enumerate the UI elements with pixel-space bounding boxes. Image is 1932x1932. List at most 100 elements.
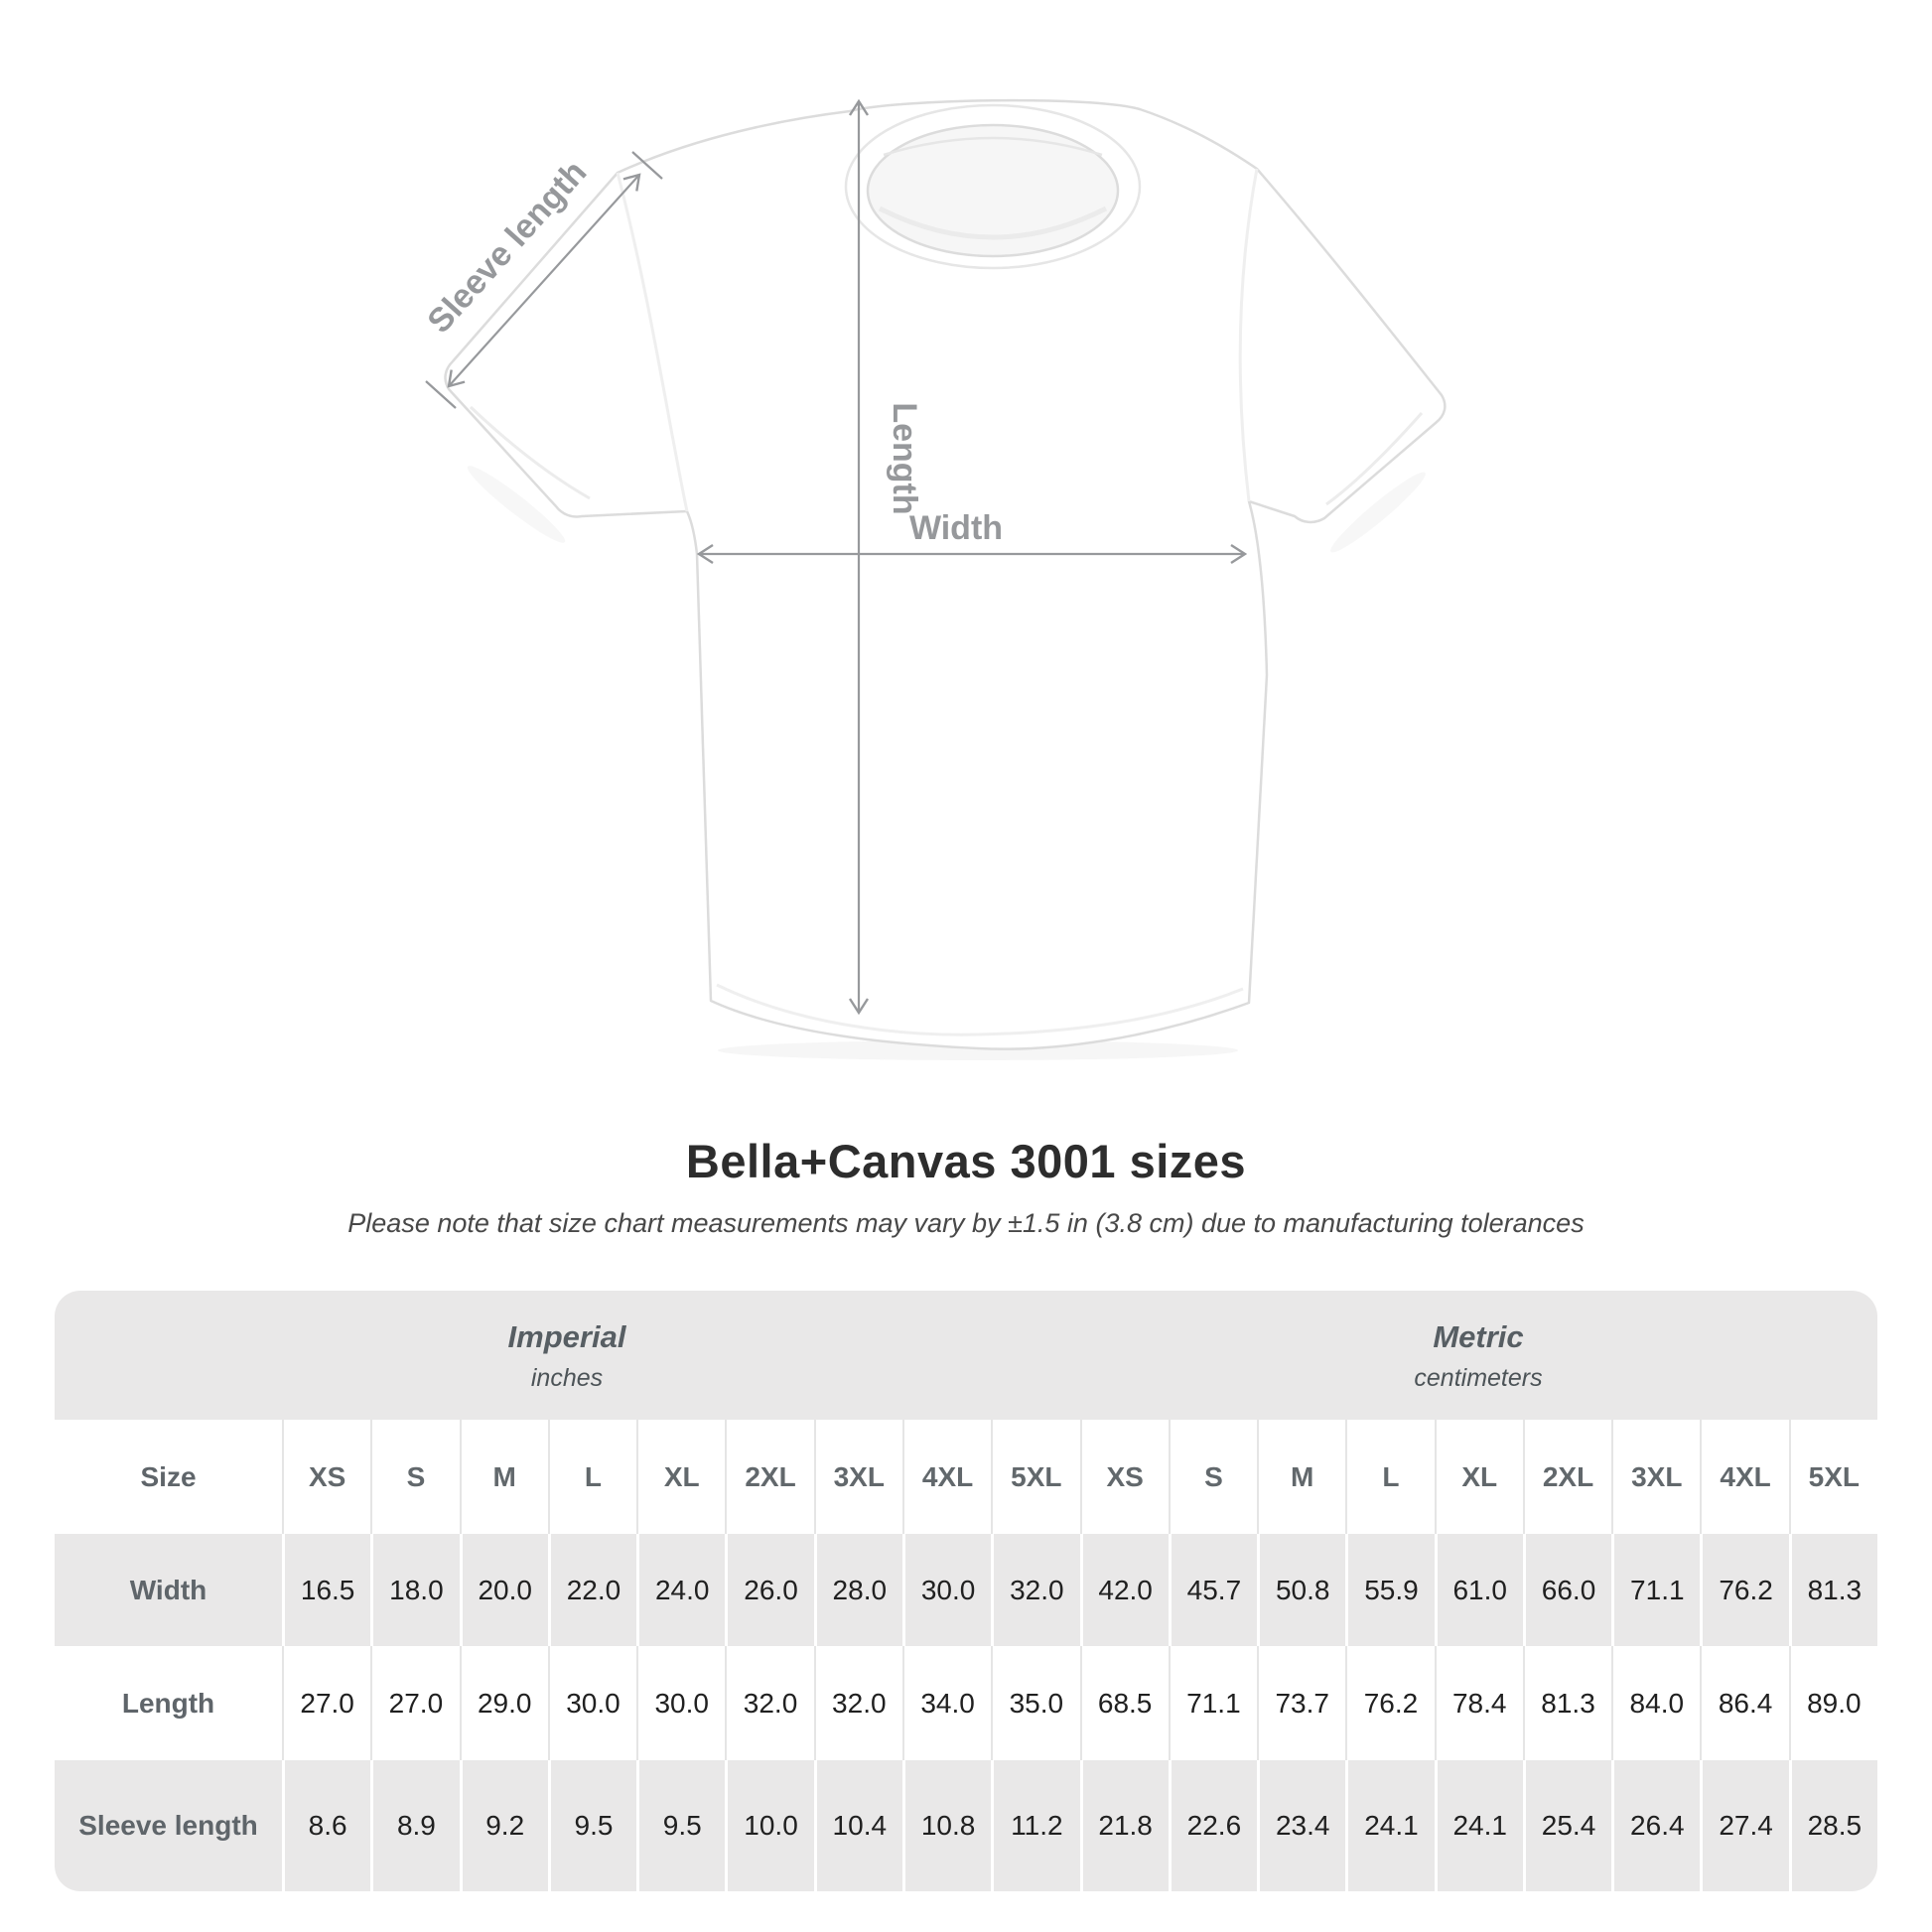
size-header-cell-metric: XS [1079, 1420, 1169, 1534]
value-cell-metric: 76.2 [1700, 1534, 1789, 1646]
metric-header-label: Metric [1433, 1319, 1524, 1354]
right-sleeve-seam [1238, 168, 1259, 502]
page-subtitle: Please note that size chart measurements… [347, 1208, 1585, 1238]
value-cell-imperial: 26.0 [725, 1534, 814, 1646]
value-cell-metric: 55.9 [1345, 1534, 1435, 1646]
sleeve-length-row: Sleeve length 8.6 8.9 9.2 9.5 9.5 10.0 10.4 10.8… [55, 1760, 1877, 1891]
sleeve-dimension-line [447, 173, 641, 388]
value-cell-imperial: 18.0 [370, 1534, 460, 1646]
value-cell-imperial: 10.8 [901, 1760, 992, 1891]
size-table: Imperial inches Metric centimeters Size X… [55, 1291, 1877, 1891]
size-header-cell-metric: S [1168, 1420, 1257, 1534]
size-header-cell-metric: L [1345, 1420, 1434, 1534]
value-cell-imperial: 34.0 [901, 1646, 991, 1760]
value-cell-metric: 66.0 [1522, 1534, 1612, 1646]
value-cell-imperial: 24.0 [636, 1534, 726, 1646]
value-cell-metric: 61.0 [1434, 1534, 1523, 1646]
value-cell-metric: 22.6 [1168, 1760, 1258, 1891]
value-cell-imperial: 10.0 [725, 1760, 814, 1891]
value-cell-metric: 42.0 [1079, 1534, 1169, 1646]
size-column-header: Size [140, 1460, 197, 1492]
sleeve-dimension-tick-bottom [425, 380, 457, 409]
value-cell-imperial: 27.0 [282, 1646, 370, 1760]
value-cell-metric: 71.1 [1168, 1646, 1257, 1760]
size-header-cell-imperial: S [370, 1420, 459, 1534]
value-cell-imperial: 32.0 [991, 1534, 1080, 1646]
value-cell-imperial: 11.2 [991, 1760, 1080, 1891]
value-cell-metric: 23.4 [1257, 1760, 1346, 1891]
collar-inner-shadow [878, 206, 1108, 240]
length-row: Length 27.0 27.0 29.0 30.0 30.0 32.0 32.0 34.0 35… [55, 1646, 1877, 1760]
value-cell-imperial: 9.5 [636, 1760, 726, 1891]
value-cell-imperial: 28.0 [813, 1534, 902, 1646]
size-header-cell-imperial: 3XL [813, 1420, 902, 1534]
value-cell-imperial: 10.4 [813, 1760, 902, 1891]
value-cell-metric: 50.8 [1257, 1534, 1346, 1646]
value-cell-imperial: 8.6 [282, 1760, 371, 1891]
value-cell-metric: 26.4 [1611, 1760, 1701, 1891]
value-cell-metric: 71.1 [1611, 1534, 1701, 1646]
hem-stitch [716, 983, 1244, 1036]
value-cell-metric: 45.7 [1168, 1534, 1258, 1646]
value-cell-imperial: 8.9 [370, 1760, 460, 1891]
value-cell-imperial: 16.5 [282, 1534, 371, 1646]
collar-inner-seam [883, 136, 1103, 157]
value-cell-metric: 86.4 [1700, 1646, 1788, 1760]
value-cell-metric: 73.7 [1257, 1646, 1345, 1760]
imperial-header-units: inches [530, 1364, 604, 1392]
collar-outer-ring [844, 103, 1142, 270]
value-cell-imperial: 20.0 [459, 1534, 548, 1646]
size-header-cell-imperial: L [547, 1420, 636, 1534]
value-cell-imperial: 35.0 [991, 1646, 1079, 1760]
size-header-cell-metric: 5XL [1788, 1420, 1877, 1534]
imperial-header-label: Imperial [507, 1319, 626, 1354]
units-header-row: Imperial inches Metric centimeters [55, 1291, 1877, 1420]
value-cell-imperial: 30.0 [901, 1534, 992, 1646]
tshirt-diagram: Length Width Sleeve length [420, 98, 1447, 1050]
row-label: Length [121, 1687, 215, 1719]
width-label: Width [909, 509, 1003, 547]
size-header-cell-imperial: 4XL [901, 1420, 991, 1534]
sleeve-dimension-tick-top [631, 151, 663, 180]
width-row: Width 16.5 18.0 20.0 22.0 24.0 26.0 28.0 30.0 32.… [55, 1534, 1877, 1646]
value-cell-metric: 21.8 [1079, 1760, 1169, 1891]
size-header-cell-metric: 3XL [1611, 1420, 1700, 1534]
size-header-cell-metric: 2XL [1522, 1420, 1611, 1534]
value-cell-imperial: 9.5 [547, 1760, 637, 1891]
value-cell-metric: 28.5 [1788, 1760, 1877, 1891]
value-cell-metric: 68.5 [1079, 1646, 1169, 1760]
row-label: Width [55, 1534, 282, 1646]
value-cell-metric: 81.3 [1522, 1646, 1611, 1760]
size-header-cell-imperial: XS [282, 1420, 370, 1534]
size-header-cell-imperial: XL [636, 1420, 725, 1534]
value-cell-metric: 24.1 [1434, 1760, 1523, 1891]
value-cell-metric: 81.3 [1788, 1534, 1877, 1646]
value-cell-imperial: 27.0 [370, 1646, 459, 1760]
value-cell-imperial: 30.0 [636, 1646, 725, 1760]
value-cell-imperial: 22.0 [547, 1534, 637, 1646]
value-cell-metric: 27.4 [1700, 1760, 1789, 1891]
size-header-cell-metric: 4XL [1700, 1420, 1788, 1534]
metric-header: Metric centimeters [1079, 1291, 1877, 1420]
imperial-header: Imperial inches [55, 1291, 1079, 1420]
length-label: Length [886, 402, 923, 514]
tshirt-body [444, 98, 1447, 1050]
left-cuff-seam [469, 405, 591, 500]
value-cell-metric: 78.4 [1434, 1646, 1523, 1760]
right-cuff-seam [1325, 412, 1424, 506]
value-cell-imperial: 9.2 [459, 1760, 548, 1891]
metric-header-units: centimeters [1414, 1364, 1543, 1392]
size-header-cell-imperial: 5XL [991, 1420, 1079, 1534]
value-cell-metric: 76.2 [1345, 1646, 1434, 1760]
value-cell-imperial: 32.0 [813, 1646, 902, 1760]
size-header-cell-imperial: M [459, 1420, 548, 1534]
size-header-cell-metric: XL [1434, 1420, 1523, 1534]
value-cell-metric: 89.0 [1788, 1646, 1877, 1760]
value-cell-imperial: 30.0 [547, 1646, 636, 1760]
size-header-row: Size XS S M L XL 2XL 3XL 4XL 5XL XS S M L XL 2XL 3XL 4XL 5… [55, 1420, 1877, 1534]
value-cell-metric: 84.0 [1611, 1646, 1700, 1760]
row-label: Sleeve length [55, 1760, 282, 1891]
size-header-cell-imperial: 2XL [725, 1420, 813, 1534]
value-cell-metric: 24.1 [1345, 1760, 1435, 1891]
